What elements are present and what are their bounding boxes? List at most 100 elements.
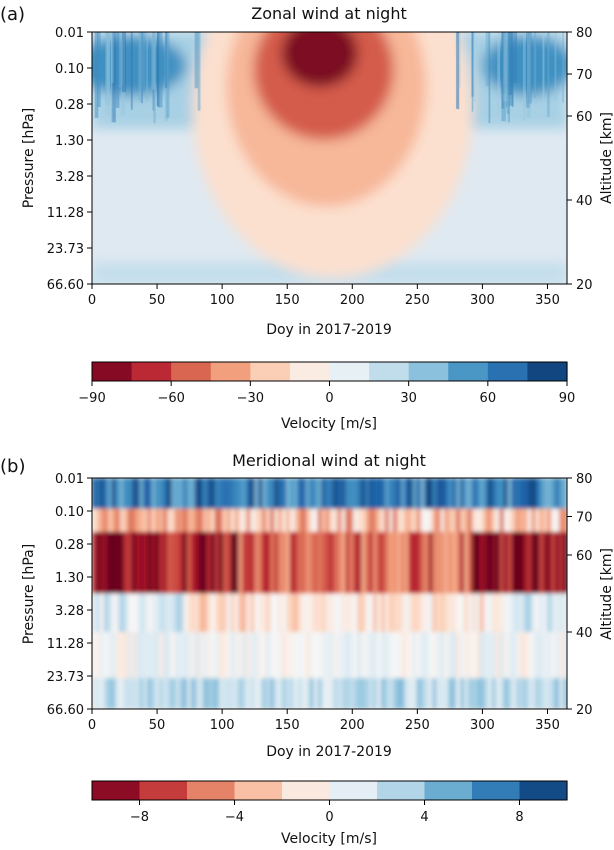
x-tick-label: 0 bbox=[88, 718, 96, 733]
colorbar-segment bbox=[329, 362, 370, 381]
merid-cell bbox=[111, 531, 117, 594]
colorbar-segment bbox=[408, 362, 449, 381]
merid-cell bbox=[495, 508, 501, 532]
merid-cell bbox=[396, 632, 402, 679]
merid-cell bbox=[317, 678, 323, 709]
merid-cell bbox=[511, 478, 517, 509]
merid-cell bbox=[103, 508, 109, 532]
merid-cell bbox=[285, 531, 291, 594]
merid-cell bbox=[559, 531, 564, 594]
x-tick-label: 100 bbox=[210, 293, 235, 308]
merid-cell bbox=[254, 478, 259, 509]
merid-cell bbox=[563, 593, 567, 632]
merid-cell bbox=[230, 478, 236, 509]
merid-cell bbox=[408, 593, 414, 632]
merid-cell bbox=[313, 678, 319, 709]
merid-cell bbox=[127, 508, 133, 532]
merid-cell bbox=[507, 478, 513, 509]
merid-cell bbox=[337, 632, 342, 679]
merid-cell bbox=[282, 508, 287, 532]
merid-cell bbox=[135, 632, 141, 679]
east-streak bbox=[505, 32, 508, 107]
merid-cell bbox=[202, 531, 208, 594]
merid-cell bbox=[99, 508, 105, 532]
merid-cell bbox=[214, 632, 220, 679]
merid-cell bbox=[527, 632, 532, 679]
merid-cell bbox=[515, 632, 521, 679]
merid-cell bbox=[285, 678, 291, 709]
merid-cell bbox=[388, 678, 394, 709]
merid-cell bbox=[353, 593, 358, 632]
east-streak bbox=[503, 32, 508, 84]
merid-cell bbox=[210, 508, 216, 532]
merid-cell bbox=[226, 632, 232, 679]
merid-cell bbox=[468, 632, 473, 679]
merid-cell bbox=[155, 531, 160, 594]
merid-cell bbox=[103, 632, 109, 679]
merid-cell bbox=[448, 632, 453, 679]
east-streak bbox=[130, 32, 133, 110]
merid-cell bbox=[527, 478, 532, 509]
merid-cell bbox=[278, 593, 283, 632]
merid-cell bbox=[238, 478, 244, 509]
merid-cell bbox=[535, 508, 540, 532]
merid-cell bbox=[274, 531, 279, 594]
merid-cell bbox=[345, 531, 350, 594]
y2-tick-label: 70 bbox=[576, 511, 593, 526]
merid-cell bbox=[460, 478, 465, 509]
merid-cell bbox=[246, 678, 251, 709]
merid-cell bbox=[222, 531, 228, 594]
merid-cell bbox=[388, 478, 394, 509]
merid-cell bbox=[131, 632, 137, 679]
merid-cell bbox=[491, 508, 497, 532]
merid-cell bbox=[412, 478, 418, 509]
east-streak bbox=[471, 32, 474, 97]
merid-cell bbox=[123, 632, 129, 679]
merid-cell bbox=[563, 632, 567, 679]
merid-cell bbox=[190, 531, 196, 594]
merid-cell bbox=[515, 593, 521, 632]
merid-cell bbox=[468, 508, 473, 532]
merid-cell bbox=[163, 632, 168, 679]
merid-cell bbox=[475, 593, 481, 632]
merid-cell bbox=[175, 508, 180, 532]
merid-cell bbox=[167, 531, 172, 594]
merid-cell bbox=[456, 478, 461, 509]
merid-cell bbox=[377, 632, 382, 679]
merid-cell bbox=[408, 531, 414, 594]
merid-cell bbox=[309, 678, 315, 709]
y-tick-label: 66.60 bbox=[47, 703, 84, 718]
merid-cell bbox=[163, 593, 168, 632]
merid-cell bbox=[171, 508, 176, 532]
east-streak bbox=[165, 32, 168, 88]
merid-cell bbox=[523, 508, 529, 532]
merid-cell bbox=[111, 632, 117, 679]
merid-cell bbox=[428, 531, 434, 594]
merid-cell bbox=[479, 531, 485, 594]
merid-cell bbox=[515, 678, 521, 709]
merid-cell bbox=[384, 478, 390, 509]
merid-cell bbox=[127, 632, 133, 679]
merid-cell bbox=[111, 508, 117, 532]
merid-cell bbox=[317, 593, 323, 632]
merid-cell bbox=[147, 508, 152, 532]
merid-cell bbox=[452, 593, 457, 632]
merid-cell bbox=[218, 593, 224, 632]
merid-cell bbox=[147, 678, 152, 709]
merid-cell bbox=[155, 508, 160, 532]
merid-cell bbox=[274, 632, 279, 679]
merid-cell bbox=[103, 593, 109, 632]
colorbar-segment bbox=[527, 362, 568, 381]
panel-b-y2label: Altitude [km] bbox=[599, 548, 614, 640]
merid-cell bbox=[531, 632, 536, 679]
merid-cell bbox=[432, 478, 437, 509]
merid-cell bbox=[551, 531, 556, 594]
merid-cell bbox=[262, 632, 267, 679]
merid-cell bbox=[270, 593, 275, 632]
merid-cell bbox=[464, 508, 469, 532]
east-streak bbox=[97, 32, 101, 108]
panel-a-xlabel: Doy in 2017-2019 bbox=[266, 322, 392, 338]
merid-cell bbox=[396, 478, 402, 509]
east-streak bbox=[471, 32, 474, 112]
merid-cell bbox=[210, 478, 216, 509]
